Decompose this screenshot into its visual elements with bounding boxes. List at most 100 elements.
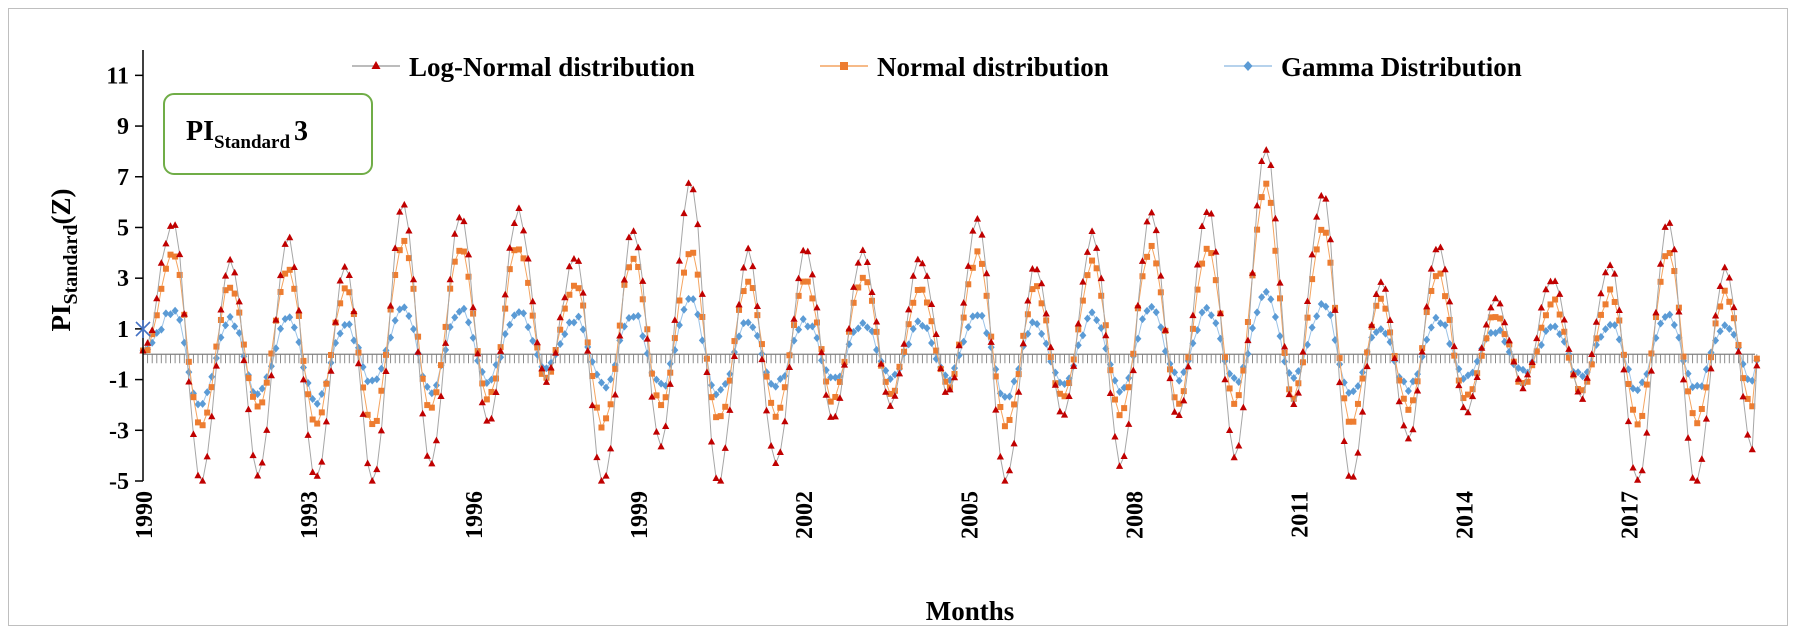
data-point-lognormal (1258, 157, 1266, 164)
data-point-normal (1707, 354, 1714, 361)
data-point-normal (1231, 400, 1238, 407)
data-point-gamma (318, 389, 326, 398)
data-point-lognormal (1739, 392, 1747, 400)
data-point-lognormal (593, 453, 601, 461)
data-point-gamma (373, 375, 381, 384)
data-point-normal (1735, 341, 1742, 348)
data-point-gamma (698, 336, 706, 345)
data-point-gamma (1253, 308, 1261, 317)
data-point-lognormal (1294, 389, 1302, 396)
data-point-gamma (520, 309, 528, 318)
annotation-suffix: 3 (294, 116, 308, 147)
data-point-normal (259, 399, 266, 406)
data-point-lognormal (882, 388, 890, 395)
data-point-lognormal (235, 297, 243, 305)
data-point-gamma (740, 319, 748, 328)
data-point-lognormal (423, 452, 431, 459)
data-point-normal (1313, 246, 1320, 253)
data-point-lognormal (432, 436, 441, 444)
data-point-gamma (891, 370, 899, 379)
data-point-normal (548, 368, 555, 375)
data-point-gamma (167, 310, 175, 319)
data-point-normal (1070, 356, 1077, 363)
data-point-normal (1111, 396, 1118, 403)
data-point-gamma (1262, 287, 1270, 296)
data-point-lognormal (1533, 334, 1541, 342)
data-point-normal (1056, 390, 1063, 397)
data-point-normal (658, 402, 665, 409)
data-point-normal (1611, 298, 1618, 305)
data-point-lognormal (872, 317, 881, 325)
data-point-normal (635, 263, 642, 270)
data-point-lognormal (1597, 289, 1605, 297)
data-point-lognormal (657, 442, 665, 450)
data-point-normal (1024, 311, 1031, 318)
data-point-normal (1176, 400, 1183, 407)
data-point-lognormal (1079, 278, 1087, 285)
data-point-lognormal (391, 244, 399, 252)
data-point-gamma (410, 325, 418, 334)
data-point-normal (749, 285, 756, 292)
data-point-gamma (1377, 325, 1385, 334)
data-point-lognormal (556, 313, 564, 321)
data-point-normal (1047, 353, 1054, 360)
data-point-normal (772, 413, 779, 420)
data-point-lognormal (364, 459, 372, 467)
data-point-normal (190, 394, 197, 401)
data-point-normal (1552, 296, 1559, 303)
data-point-normal (1451, 352, 1458, 359)
data-point-gamma (162, 309, 170, 318)
data-point-gamma (556, 339, 564, 348)
data-point-gamma (685, 294, 693, 303)
data-point-normal (1299, 359, 1306, 366)
data-point-lognormal (469, 303, 477, 311)
data-point-normal (1561, 328, 1568, 335)
data-point-normal (392, 271, 399, 278)
data-point-normal (369, 421, 376, 428)
data-point-normal (1698, 405, 1705, 412)
data-point-normal (158, 285, 165, 292)
data-point-lognormal (189, 430, 198, 437)
data-point-lognormal (932, 330, 940, 338)
data-point-gamma (341, 321, 349, 330)
data-point-lognormal (1088, 227, 1096, 235)
data-point-gamma (1038, 329, 1046, 338)
data-point-lognormal (579, 289, 587, 296)
data-point-normal (525, 279, 532, 286)
data-point-lognormal (795, 274, 803, 282)
data-point-normal (1588, 361, 1595, 368)
data-point-normal (896, 363, 903, 370)
data-point-normal (1625, 380, 1632, 387)
data-point-normal (1529, 362, 1536, 369)
data-point-normal (1616, 317, 1623, 324)
data-point-lognormal (1505, 336, 1513, 344)
data-point-lognormal (1711, 311, 1720, 319)
data-point-lognormal (845, 324, 853, 332)
data-point-normal (1657, 278, 1664, 285)
data-point-lognormal (1033, 265, 1041, 273)
data-point-lognormal (1432, 245, 1440, 253)
data-point-normal (1277, 295, 1284, 302)
data-point-gamma (1372, 328, 1380, 337)
data-point-lognormal (1005, 466, 1014, 474)
data-point-lognormal (1203, 208, 1211, 216)
data-point-lognormal (1455, 381, 1463, 389)
data-point-lognormal (1734, 347, 1743, 355)
data-point-normal (1011, 401, 1018, 408)
data-point-normal (534, 344, 541, 351)
data-point-lognormal (1523, 370, 1532, 378)
data-point-lognormal (662, 422, 670, 430)
data-point-lognormal (799, 246, 807, 254)
data-point-lognormal (1670, 245, 1678, 253)
data-point-gamma (455, 307, 463, 316)
data-point-gamma (1579, 372, 1587, 381)
data-point-normal (433, 389, 440, 396)
data-point-normal (868, 297, 875, 304)
data-point-lognormal (524, 254, 532, 262)
data-point-normal (144, 347, 151, 354)
data-point-lognormal (336, 276, 344, 284)
data-point-normal (703, 355, 710, 362)
y-ticks: -5 -3 -1 1 3 5 7 9 11 (106, 63, 143, 495)
data-point-lognormal (717, 477, 725, 484)
data-point-normal (401, 237, 408, 244)
